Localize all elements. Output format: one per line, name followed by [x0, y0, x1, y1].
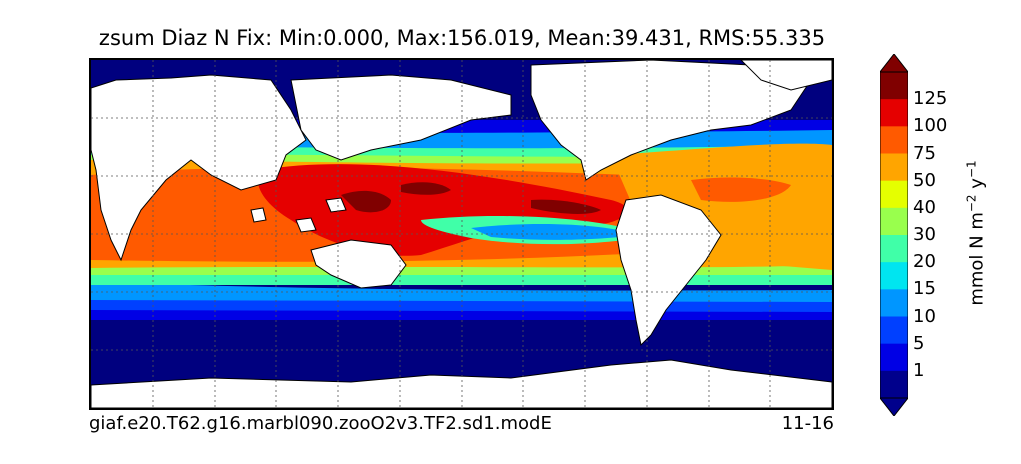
- colorbar-tick-label: 50: [913, 169, 936, 191]
- colorbar-segment: [880, 343, 908, 372]
- colorbar-segment: [880, 99, 908, 127]
- unit-text: mmol N m: [966, 212, 988, 306]
- island-1: [295, 217, 317, 233]
- colorbar-tick-label: 75: [913, 142, 936, 164]
- atlantic-high: [691, 177, 791, 202]
- landmass-greenland: [740, 60, 832, 91]
- colorbar-segment: [880, 262, 908, 290]
- colorbar-segment: [880, 370, 908, 399]
- colorbar-tick-label: 40: [913, 196, 936, 218]
- graticule: [91, 60, 832, 408]
- landmass-asia-east: [290, 74, 512, 161]
- landmass-australia: [310, 239, 407, 289]
- colorbar-segments: [880, 72, 908, 399]
- max-patch-3: [401, 182, 451, 195]
- island-2: [325, 197, 347, 213]
- colorbar: [880, 54, 908, 416]
- colorbar-tick-label: 1: [913, 359, 925, 381]
- map-svg: [91, 60, 832, 408]
- colorbar-segment: [880, 207, 908, 236]
- map-title: zsum Diaz N Fix: Min:0.000, Max:156.019,…: [98, 26, 826, 50]
- colorbar-tick-label: 20: [913, 251, 936, 273]
- max-patch-2: [531, 199, 601, 214]
- colorbar-segment: [880, 153, 908, 182]
- colorbar-segment: [880, 235, 908, 263]
- landmass-south-america: [615, 194, 722, 347]
- colorbar-arrow-bottom: [880, 397, 908, 416]
- colorbar-frame: [880, 71, 908, 399]
- colorbar-tick-label: 125: [913, 88, 948, 110]
- colorbar-segment: [880, 180, 908, 209]
- colorbar-unit-label: mmol N m−2 y−1: [965, 160, 988, 305]
- landmass-eurasia-africa: [91, 74, 307, 262]
- colorbar-segment: [880, 126, 908, 154]
- unit-text-2: y: [966, 178, 988, 195]
- unit-exp-1: −2: [964, 194, 979, 213]
- band-100-125: [257, 164, 628, 256]
- colorbar-segment: [880, 72, 908, 100]
- run-id-label: giaf.e20.T62.g16.marbl090.zooO2v3.TF2.sd…: [89, 413, 552, 434]
- max-patch-1: [341, 190, 391, 213]
- land: [91, 60, 832, 408]
- colorbar-segment: [880, 316, 908, 345]
- cold-tongue-core: [471, 224, 636, 240]
- colorbar-tick-label: 30: [913, 224, 936, 245]
- period-label: 11-16: [781, 413, 834, 434]
- colorbar-arrow-top: [880, 54, 908, 73]
- map-panel: [89, 58, 834, 410]
- colorbar-tick-label: 10: [913, 305, 936, 327]
- island-3: [250, 207, 267, 223]
- unit-exp-2: −1: [964, 160, 979, 179]
- colorbar-tick-label: 5: [913, 332, 925, 354]
- colorbar-segment: [880, 289, 908, 317]
- colorbar-tick-label: 100: [913, 115, 948, 137]
- colorbar-tick-label: 15: [913, 278, 936, 300]
